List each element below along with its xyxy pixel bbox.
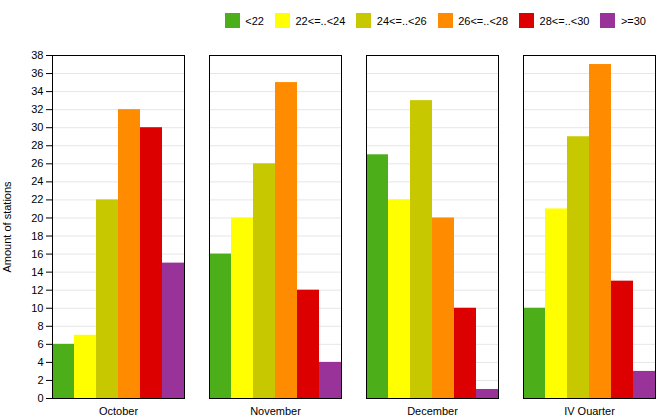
svg-text:18: 18 bbox=[31, 229, 43, 241]
svg-text:October: October bbox=[99, 405, 138, 415]
svg-text:6: 6 bbox=[37, 337, 43, 349]
html-text:24<=..<26: 24<=..<26 bbox=[376, 14, 427, 27]
svg-text:24: 24 bbox=[31, 175, 43, 187]
svg-text:12: 12 bbox=[31, 283, 43, 295]
html-text:>=30: >=30 bbox=[620, 14, 646, 27]
html-text:22<=..<24: 22<=..<24 bbox=[295, 14, 346, 27]
svg-text:30: 30 bbox=[31, 121, 43, 133]
html-text:28<=..<30: 28<=..<30 bbox=[539, 14, 590, 27]
svg-text:16: 16 bbox=[31, 247, 43, 259]
svg-text:38: 38 bbox=[31, 49, 43, 61]
svg-text:22: 22 bbox=[31, 193, 43, 205]
svg-text:34: 34 bbox=[31, 85, 43, 97]
svg-text:32: 32 bbox=[31, 103, 43, 115]
svg-text:2: 2 bbox=[37, 373, 43, 385]
svg-text:14: 14 bbox=[31, 265, 43, 277]
svg-text:December: December bbox=[407, 405, 458, 415]
svg-text:0: 0 bbox=[37, 392, 43, 404]
svg-text:28: 28 bbox=[31, 139, 43, 151]
html-text:<22: <22 bbox=[245, 14, 264, 27]
html-text:26<=..<28: 26<=..<28 bbox=[458, 14, 508, 27]
svg-text:26: 26 bbox=[31, 157, 43, 169]
svg-text:IV Quarter: IV Quarter bbox=[564, 405, 615, 415]
svg-text:4: 4 bbox=[37, 355, 43, 367]
svg-text:November: November bbox=[250, 405, 301, 415]
svg-text:8: 8 bbox=[37, 319, 43, 331]
svg-text:10: 10 bbox=[31, 301, 43, 313]
svg-text:36: 36 bbox=[31, 67, 43, 79]
svg-text:Amount of stations: Amount of stations bbox=[1, 180, 13, 272]
svg-text:20: 20 bbox=[31, 211, 43, 223]
